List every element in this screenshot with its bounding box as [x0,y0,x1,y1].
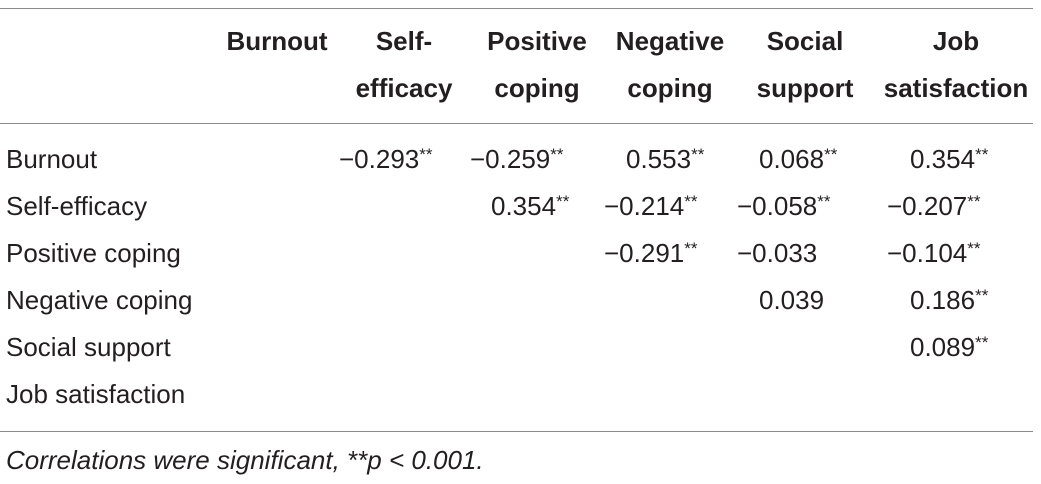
cell-value: 0.068 [759,144,825,174]
table-cell: −0.293** [339,136,432,186]
significance-mark: ** [691,145,705,164]
cell-value: 0.186 [910,285,976,315]
column-header-line2: Burnout [226,26,328,56]
column-header-line2: coping [494,73,580,103]
cell-value: 0.354 [910,144,976,174]
cell-value: −0.033 [737,238,818,268]
table-cell: 0.354** [910,136,988,186]
table-footnote: Correlations were significant, **p < 0.0… [6,445,484,475]
cell-value: −0.293 [339,144,420,174]
significance-mark: ** [817,192,831,211]
cell-value: −0.058 [737,191,818,221]
column-header-line1: Negative [615,26,725,56]
row-label-self-efficacy: Self-efficacy [6,191,148,221]
cell-value: −0.214 [604,191,685,221]
cell-value: 0.089 [910,332,976,362]
row-label-job-satisfaction: Job satisfaction [6,379,186,409]
row-label-negative-coping: Negative coping [6,285,193,315]
table-cell: −0.214** [604,183,697,233]
significance-mark: ** [824,145,838,164]
column-header-line1: Job [932,26,980,56]
column-header-self-efficacy: Self- efficacy [344,18,464,112]
column-header-line1: Social [766,26,844,56]
table-cell: 0.039 [759,277,824,327]
column-header-negative-coping: Negative coping [605,18,735,112]
header-bottom-rule [0,123,1033,124]
column-header-line2: coping [627,73,713,103]
table-cell: −0.058** [737,183,830,233]
table-cell: 0.089** [910,324,988,374]
significance-mark: ** [550,145,564,164]
significance-mark: ** [975,145,989,164]
column-header-line2: efficacy [355,73,453,103]
column-header-line2: support [756,73,854,103]
row-label-positive-coping: Positive coping [6,238,181,268]
cell-value: −0.291 [604,238,685,268]
table-bottom-rule [0,431,1033,432]
table-cell: −0.033 [737,230,817,280]
significance-mark: ** [684,239,698,258]
cell-value: 0.553 [626,144,692,174]
table-cell: −0.207** [887,183,980,233]
column-header-positive-coping: Positive coping [478,18,596,112]
column-header-line1: Self- [375,26,433,56]
significance-mark: ** [556,192,570,211]
cell-value: 0.039 [759,285,825,315]
cell-value: −0.104 [887,238,968,268]
table-top-rule [0,8,1033,9]
table-cell: 0.186** [910,277,988,327]
cell-value: 0.354 [491,191,557,221]
table-cell: 0.553** [626,136,704,186]
significance-mark: ** [975,286,989,305]
table-cell: −0.291** [604,230,697,280]
significance-mark: ** [967,239,981,258]
table-cell: −0.104** [887,230,980,280]
column-header-line2: satisfaction [883,73,1029,103]
column-header-social-support: Social support [744,18,866,112]
significance-mark: ** [684,192,698,211]
column-header-line1: Positive [487,26,587,56]
row-label-burnout: Burnout [6,144,98,174]
cell-value: −0.259 [470,144,551,174]
table-cell: −0.259** [470,136,563,186]
significance-mark: ** [419,145,433,164]
cell-value: −0.207 [887,191,968,221]
table-cell: 0.354** [491,183,569,233]
row-label-social-support: Social support [6,332,171,362]
column-header-burnout: Burnout [220,18,334,65]
significance-mark: ** [975,333,989,352]
table-cell: 0.068** [759,136,837,186]
significance-mark: ** [967,192,981,211]
column-header-job-satisfaction: Job satisfaction [872,18,1040,112]
